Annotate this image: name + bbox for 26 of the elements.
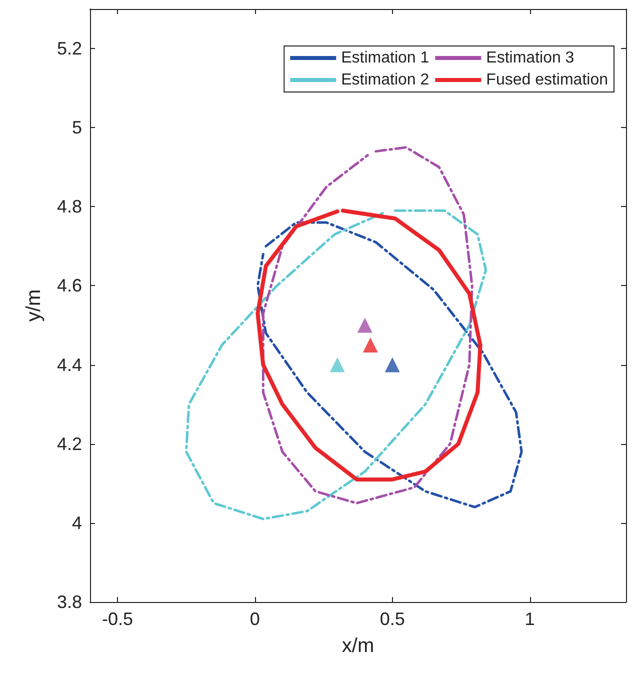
y-tick-label: 4.8 bbox=[56, 196, 82, 217]
line-series bbox=[262, 146, 474, 504]
y-tick-label: 4.6 bbox=[56, 276, 82, 296]
legend-label: Estimation 1 bbox=[341, 50, 430, 66]
y-tick-label: 3.8 bbox=[56, 592, 82, 612]
x-tick-label: 1 bbox=[524, 609, 535, 629]
y-axis-title: y/m bbox=[23, 289, 45, 322]
point bbox=[384, 357, 400, 372]
line-series bbox=[184, 209, 488, 520]
point bbox=[362, 338, 378, 353]
x-tick-label: -0.5 bbox=[102, 609, 134, 629]
x-tick-label: 0 bbox=[250, 609, 260, 629]
y-tick-label: 4.4 bbox=[56, 354, 82, 375]
y-tick-label: 5 bbox=[72, 118, 82, 138]
point bbox=[330, 357, 345, 372]
y-tick-label: 4.2 bbox=[56, 434, 82, 454]
x-axis-title: x/m bbox=[342, 635, 374, 657]
legend-label: Estimation 3 bbox=[486, 50, 574, 66]
point bbox=[357, 318, 372, 333]
y-tick-label: 5.2 bbox=[56, 38, 82, 59]
y-tick-label: 4 bbox=[72, 512, 82, 533]
legend-label: Fused estimation bbox=[486, 72, 608, 88]
x-tick-label: 0.5 bbox=[380, 609, 405, 629]
legend-label: Estimation 2 bbox=[341, 72, 430, 88]
line-series bbox=[256, 208, 482, 482]
line-series bbox=[256, 221, 523, 508]
